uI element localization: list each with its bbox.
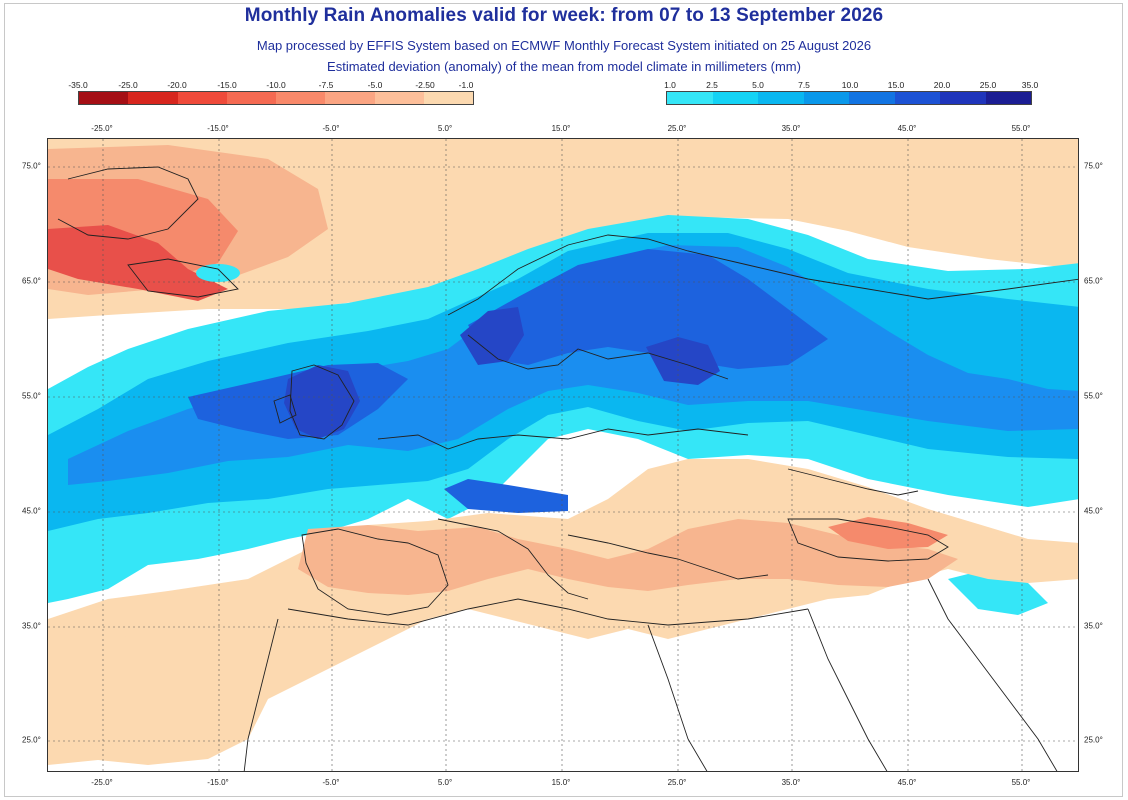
wet-region-scandinavia-heavy bbox=[468, 249, 828, 369]
legend-neg-tick: -5.0 bbox=[367, 80, 383, 90]
latitude-label-left: 55.0° bbox=[22, 391, 41, 401]
anomaly-map-canvas bbox=[48, 139, 1078, 771]
legend-swatch-neg-0 bbox=[79, 92, 129, 104]
latitude-label-left: 65.0° bbox=[22, 276, 41, 286]
page-frame bbox=[4, 3, 1123, 797]
legend-pos-tick: 1.0 bbox=[664, 80, 676, 90]
legend-pos-tick: 35.0 bbox=[1021, 80, 1039, 90]
latitude-label-right: 55.0° bbox=[1084, 391, 1103, 401]
legend-swatch-pos-4 bbox=[849, 92, 895, 104]
longitude-label-bottom: 5.0° bbox=[437, 778, 453, 787]
longitude-label-bottom: 25.0° bbox=[667, 778, 687, 787]
legend-swatch-neg-4 bbox=[276, 92, 326, 104]
wet-region-uk-severe bbox=[284, 365, 360, 439]
legend-swatch-pos-3 bbox=[803, 92, 849, 104]
anomaly-map[interactable] bbox=[47, 138, 1079, 772]
longitude-label-bottom: -25.0° bbox=[91, 778, 113, 787]
legend-swatch-neg-7 bbox=[423, 92, 473, 104]
wet-region-alps-heavy bbox=[444, 479, 568, 513]
dry-region-north-africa bbox=[68, 629, 268, 765]
map-gridlines bbox=[48, 139, 1078, 771]
map-subtitle-units: Estimated deviation (anomaly) of the mea… bbox=[327, 59, 801, 74]
legend-pos-tick: 2.5 bbox=[706, 80, 718, 90]
longitude-label-bottom: 45.0° bbox=[897, 778, 917, 787]
latitude-label-right: 65.0° bbox=[1084, 276, 1103, 286]
legend-swatch-neg-1 bbox=[128, 92, 178, 104]
dry-region-turkey-strong bbox=[828, 517, 948, 549]
legend-swatch-pos-6 bbox=[940, 92, 986, 104]
longitude-label-top: 5.0° bbox=[437, 124, 453, 133]
longitude-label-top: 15.0° bbox=[551, 124, 571, 133]
longitude-label-bottom: 55.0° bbox=[1011, 778, 1031, 787]
latitude-label-left: 75.0° bbox=[22, 161, 41, 171]
latitude-label-right: 45.0° bbox=[1084, 506, 1103, 516]
longitude-label-top: 35.0° bbox=[781, 124, 801, 133]
legend-positive-colorbar bbox=[666, 91, 1032, 105]
legend-negative-colorbar bbox=[78, 91, 474, 105]
legend-neg-tick: -20.0 bbox=[167, 80, 187, 90]
latitude-label-left: 45.0° bbox=[22, 506, 41, 516]
longitude-label-top: 25.0° bbox=[667, 124, 687, 133]
legend-swatch-neg-2 bbox=[177, 92, 227, 104]
legend-swatch-neg-5 bbox=[325, 92, 375, 104]
legend-swatch-neg-6 bbox=[374, 92, 424, 104]
dry-region-iberia-medium bbox=[298, 519, 958, 595]
wet-region-norway-severe bbox=[460, 307, 524, 365]
legend-pos-tick: 25.0 bbox=[979, 80, 997, 90]
map-title: Monthly Rain Anomalies valid for week: f… bbox=[244, 5, 884, 26]
latitude-label-right: 25.0° bbox=[1084, 735, 1103, 745]
legend-swatch-pos-5 bbox=[894, 92, 940, 104]
legend-neg-tick: -35.0 bbox=[68, 80, 88, 90]
longitude-label-top: 45.0° bbox=[897, 124, 917, 133]
legend-pos-tick: 15.0 bbox=[887, 80, 905, 90]
legend-neg-tick: -15.0 bbox=[217, 80, 237, 90]
latitude-label-right: 75.0° bbox=[1084, 161, 1103, 171]
wet-region-caspian bbox=[948, 569, 1048, 615]
longitude-label-bottom: -5.0° bbox=[322, 778, 340, 787]
wet-region-baltic-severe bbox=[646, 337, 720, 385]
legend-neg-tick: -25.0 bbox=[118, 80, 138, 90]
legend-neg-tick: -1.0 bbox=[458, 80, 474, 90]
legend-swatch-neg-3 bbox=[226, 92, 276, 104]
legend-neg-tick: -10.0 bbox=[266, 80, 286, 90]
latitude-label-right: 35.0° bbox=[1084, 621, 1103, 631]
legend-swatch-pos-7 bbox=[985, 92, 1031, 104]
longitude-label-bottom: 15.0° bbox=[551, 778, 571, 787]
legend-pos-tick: 7.5 bbox=[798, 80, 810, 90]
legend-pos-tick: 20.0 bbox=[933, 80, 951, 90]
legend-swatch-pos-0 bbox=[667, 92, 713, 104]
latitude-label-left: 35.0° bbox=[22, 621, 41, 631]
longitude-label-bottom: -15.0° bbox=[207, 778, 229, 787]
longitude-label-top: 55.0° bbox=[1011, 124, 1031, 133]
map-coastlines bbox=[57, 166, 1078, 771]
dry-region-arctic-east bbox=[788, 149, 1078, 249]
legend-pos-tick: 10.0 bbox=[841, 80, 859, 90]
wet-patch-iceland bbox=[196, 264, 240, 282]
legend-pos-tick: 5.0 bbox=[752, 80, 764, 90]
legend-neg-tick: -2.50 bbox=[415, 80, 435, 90]
latitude-label-left: 25.0° bbox=[22, 735, 41, 745]
longitude-label-top: -5.0° bbox=[322, 124, 340, 133]
legend-swatch-pos-2 bbox=[758, 92, 804, 104]
legend-neg-tick: -7.5 bbox=[318, 80, 334, 90]
legend-swatch-pos-1 bbox=[712, 92, 758, 104]
map-subtitle-processing: Map processed by EFFIS System based on E… bbox=[256, 38, 872, 53]
longitude-label-top: -15.0° bbox=[207, 124, 229, 133]
longitude-label-top: -25.0° bbox=[91, 124, 113, 133]
longitude-label-bottom: 35.0° bbox=[781, 778, 801, 787]
